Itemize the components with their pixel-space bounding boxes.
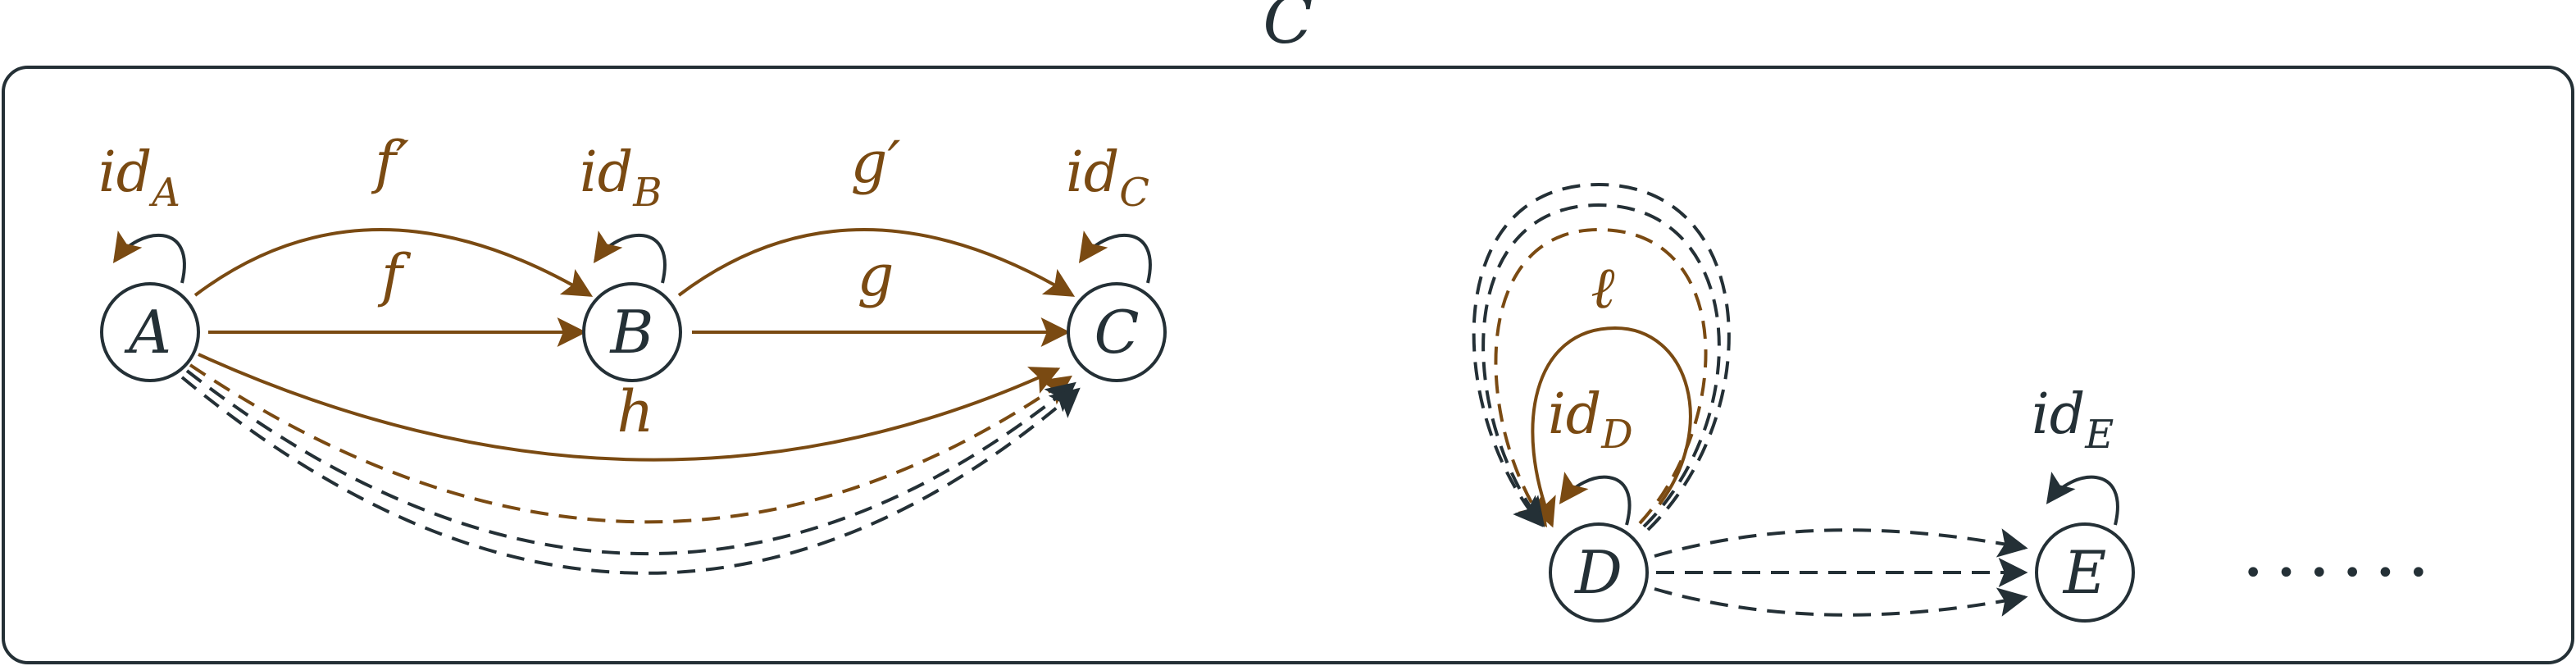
node-d-label: D xyxy=(1573,538,1623,607)
node-d: D xyxy=(1549,522,1649,623)
arrow-dashed-a-c-dark-2 xyxy=(180,376,1081,575)
label-id-e: idE xyxy=(2032,382,2114,458)
loop-id-c xyxy=(1078,230,1152,284)
loop-id-a xyxy=(112,230,186,284)
loop-id-b xyxy=(593,230,667,284)
node-b: B xyxy=(582,282,682,382)
loop-dashed-d-dark-2 xyxy=(1472,182,1731,531)
label-g-prime: g′ xyxy=(851,129,901,196)
arrow-dashed-a-c-dark-1 xyxy=(185,369,1076,555)
label-id-c: idC xyxy=(1066,140,1149,216)
arrow-f-prime xyxy=(193,228,594,297)
node-a-label: A xyxy=(124,298,171,367)
node-c-label: C xyxy=(1094,298,1139,367)
arrow-dashed-d-e-3 xyxy=(1654,587,2028,617)
label-id-a: idA xyxy=(98,140,180,216)
node-c: C xyxy=(1067,282,1167,382)
ellipsis: • • • • • • xyxy=(2243,554,2429,592)
arrow-dashed-a-c-brown xyxy=(189,363,1072,524)
label-f: f xyxy=(377,242,412,309)
label-g: g xyxy=(858,242,894,309)
label-ell: ℓ xyxy=(1591,254,1614,322)
loop-id-e xyxy=(2046,472,2119,526)
label-id-d: idD xyxy=(1548,382,1633,458)
node-a: A xyxy=(100,282,200,382)
arrow-dashed-d-e-1 xyxy=(1654,528,2028,558)
arrow-h xyxy=(198,353,1061,462)
category-frame xyxy=(2,66,2574,664)
node-b-label: B xyxy=(609,298,654,367)
arrow-g-prime xyxy=(677,228,1076,297)
loop-id-d-big xyxy=(1528,326,1692,528)
node-e: E xyxy=(2035,522,2135,623)
category-title: C xyxy=(1263,0,1313,58)
label-id-b: idB xyxy=(580,140,662,216)
loop-dashed-d-dark-1 xyxy=(1481,203,1721,528)
loop-ell xyxy=(1494,227,1708,527)
loop-id-d-small xyxy=(1559,472,1632,526)
label-h: h xyxy=(617,378,653,445)
label-f-prime: f′ xyxy=(371,129,409,196)
node-e-label: E xyxy=(2062,538,2107,607)
